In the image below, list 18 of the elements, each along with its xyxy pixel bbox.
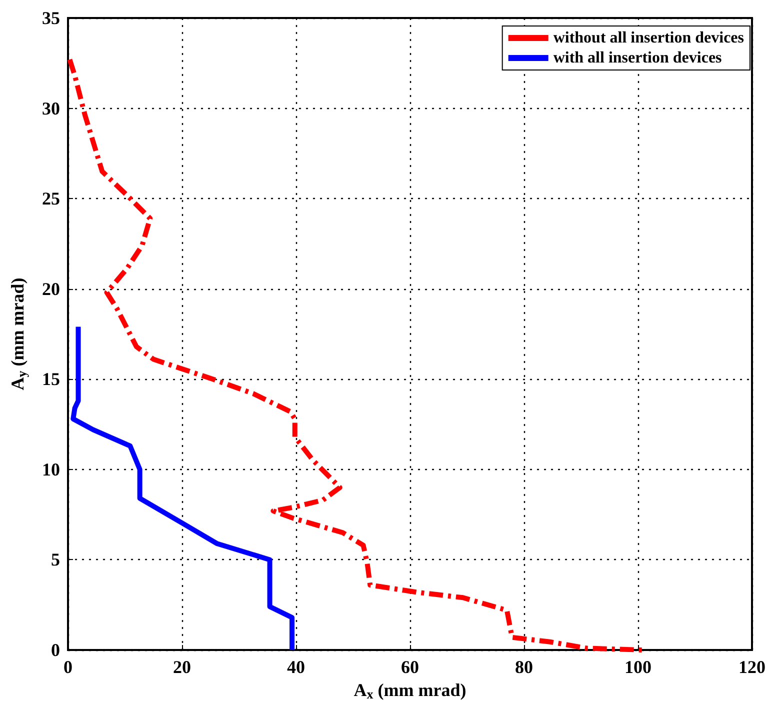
x-tick-label: 100: [624, 657, 652, 677]
y-tick-label: 25: [42, 188, 60, 209]
legend-label: without all insertion devices: [553, 30, 744, 46]
x-tick-label: 120: [738, 657, 766, 677]
x-tick-label: 40: [287, 657, 305, 677]
y-tick-label: 30: [42, 98, 60, 118]
x-tick-label: 20: [173, 657, 191, 677]
y-tick-label: 15: [42, 369, 60, 390]
x-tick-label: 80: [515, 657, 533, 677]
y-tick-label: 35: [42, 8, 60, 28]
y-tick-label: 0: [51, 640, 60, 660]
y-tick-label: 5: [51, 550, 60, 570]
y-axis-title: Ay (mm mrad): [8, 278, 29, 390]
y-tick-label: 10: [42, 459, 60, 480]
x-tick-label: 60: [401, 657, 419, 677]
legend-label: with all insertion devices: [553, 50, 722, 66]
x-tick-label: 0: [64, 657, 72, 677]
y-tick-label: 20: [42, 278, 60, 299]
